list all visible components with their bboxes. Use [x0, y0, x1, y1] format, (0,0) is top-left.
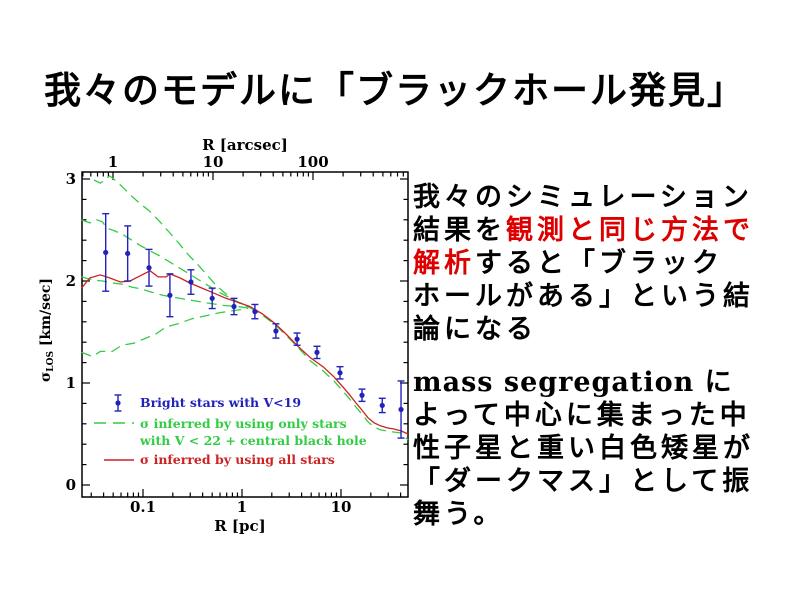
text-line: 性子星と重い白色矮星が: [413, 432, 795, 465]
legend-label-dashed-1: σ inferred by using only stars: [140, 416, 347, 431]
point-marker: [314, 349, 320, 355]
data-point: [251, 303, 259, 320]
green-curve-5: [249, 306, 409, 441]
axis-labels: 0.1 1 10 1 10 100 0 1 2 3 R [pc] R [arcsec] σLOS [km…: [38, 136, 351, 535]
data-points: [102, 212, 405, 439]
legend-item-points: [114, 394, 122, 412]
text-segment: 我々のシミュレーション: [413, 182, 753, 213]
text-line: 舞う。: [413, 498, 795, 531]
text-line: ホールがある」という結: [413, 280, 795, 313]
legend-label-points: Bright stars with V<19: [140, 395, 301, 410]
plot-frame: [81, 171, 409, 498]
text-line: mass segregation に: [413, 366, 795, 399]
text-segment: 「ダークマス」として振: [413, 466, 754, 497]
legend-label-dashed-2: with V < 22 + central black hole: [139, 433, 367, 448]
y-axis-title: σLOS [km/sec]: [38, 278, 56, 382]
text-segment-red: 解析: [413, 248, 475, 279]
point-marker: [273, 328, 279, 334]
top-tick-label: 1: [108, 153, 118, 171]
text-segment: 論になる: [413, 314, 537, 345]
y-tick-label: 1: [66, 374, 76, 392]
point-marker: [146, 265, 152, 271]
data-point: [358, 388, 366, 403]
data-point: [166, 273, 174, 318]
data-point: [293, 332, 301, 346]
slide-title: 我々のモデルに「ブラックホール発見」: [44, 68, 746, 112]
text-segment: すると「ブラック: [475, 248, 723, 279]
green-curve-1: [93, 175, 251, 309]
green-dashed-curves: [81, 175, 409, 441]
point-marker: [398, 406, 404, 413]
text-segment: ホールがある」という結: [413, 281, 754, 312]
point-marker: [188, 279, 194, 285]
text-line: よって中心に集まった中: [413, 399, 795, 432]
axis-ticks: [82, 172, 408, 497]
green-curve-4: [81, 307, 249, 358]
data-point: [313, 345, 321, 360]
text-segment: mass segregation に: [413, 367, 733, 398]
data-point: [230, 297, 238, 316]
x-tick-label: 0.1: [130, 498, 156, 516]
text-segment-red: 観測と同じ方法で: [506, 215, 754, 246]
data-point: [102, 212, 110, 292]
text-segment: 性子星と重い白色矮星が: [413, 433, 754, 464]
data-point: [145, 248, 153, 287]
body-text-block: 我々のシミュレーション 結果を観測と同じ方法で 解析すると「ブラック ホールがあ…: [413, 181, 795, 531]
point-marker: [167, 292, 173, 298]
legend-label-solid: σ inferred by using all stars: [140, 452, 335, 467]
legend: Bright stars with V<19 σ inferred by usin…: [94, 394, 367, 467]
data-point: [124, 225, 132, 282]
y-tick-label: 2: [66, 272, 76, 290]
x-tick-label: 10: [331, 498, 352, 516]
velocity-dispersion-chart: 0.1 1 10 1 10 100 0 1 2 3 R [pc] R [arcsec] σLOS [km…: [38, 136, 409, 535]
text-segment: よって中心に集まった中: [413, 400, 751, 431]
point-marker: [337, 370, 343, 376]
point-marker: [379, 402, 385, 409]
top-tick-label: 100: [297, 153, 328, 171]
point-marker: [125, 250, 131, 257]
text-line: 結果を観測と同じ方法で: [413, 214, 795, 247]
point-marker: [209, 295, 215, 301]
paragraph-simulation: 我々のシミュレーション 結果を観測と同じ方法で 解析すると「ブラック ホールがあ…: [413, 181, 795, 346]
x-tick-label: 1: [237, 498, 247, 516]
point-marker: [103, 249, 109, 256]
text-line: 解析すると「ブラック: [413, 247, 795, 280]
data-point: [397, 380, 405, 439]
text-line: 論になる: [413, 313, 795, 346]
top-tick-label: 10: [203, 153, 224, 171]
x-axis-title: R [pc]: [214, 517, 266, 535]
y-tick-label: 3: [66, 170, 76, 188]
y-tick-label: 0: [66, 476, 76, 494]
point-marker: [231, 303, 237, 310]
top-axis-title: R [arcsec]: [202, 136, 288, 154]
paragraph-mass-segregation: mass segregation に よって中心に集まった中 性子星と重い白色矮…: [413, 366, 795, 531]
point-marker: [294, 336, 300, 342]
data-point: [378, 397, 386, 414]
text-segment: 結果を: [413, 215, 506, 246]
text-segment: 舞う。: [413, 499, 505, 530]
data-point: [336, 365, 344, 380]
point-marker: [252, 309, 258, 315]
data-point: [187, 269, 195, 295]
green-curve-2: [81, 219, 250, 308]
data-point: [272, 323, 280, 339]
text-line: 我々のシミュレーション: [413, 181, 795, 214]
point-marker: [359, 392, 365, 398]
data-point: [208, 287, 216, 310]
text-line: 「ダークマス」として振: [413, 465, 795, 498]
